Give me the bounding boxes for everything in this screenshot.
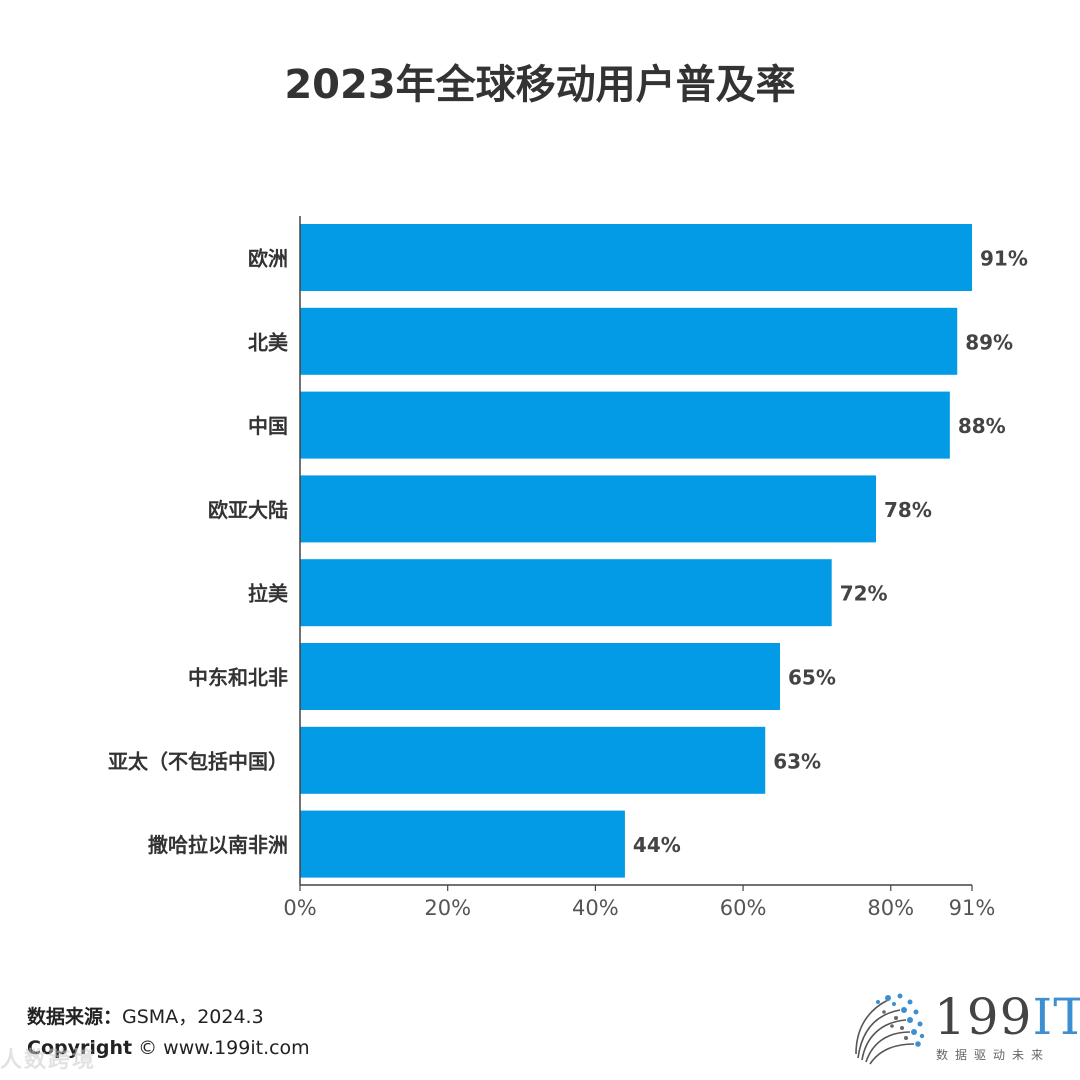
x-tick-label: 91% [949, 896, 996, 920]
x-tick-label: 20% [424, 896, 471, 920]
copyright-label: Copyright [27, 1037, 133, 1059]
logo-name-accent: IT [1032, 988, 1080, 1046]
category-label: 中东和北非 [188, 666, 288, 690]
category-label: 拉美 [248, 582, 289, 606]
watermark: 人数跨境 [0, 1048, 97, 1073]
copyright-value: © www.199it.com [138, 1037, 310, 1059]
data-label: 88% [958, 414, 1006, 438]
data-source: 数据来源：GSMA，2024.3 [27, 1002, 264, 1029]
x-tick-label: 80% [867, 896, 914, 920]
category-label: 欧洲 [248, 247, 288, 271]
bar [300, 224, 972, 291]
logo-dots-icon [855, 993, 925, 1065]
x-tick-label: 60% [720, 896, 767, 920]
data-label: 72% [840, 582, 888, 606]
bar [300, 391, 950, 459]
logo-199it: 199IT 数据驱动未来 [848, 988, 1080, 1068]
data-label: 91% [980, 247, 1028, 271]
bars-layer: 欧洲 91% 北美 89% 中国 88% 欧亚大陆 78% 拉美 72% 中东和北非 65% 亚太（不包… [108, 224, 1028, 878]
logo-tagline: 数据驱动未来 [936, 1048, 1051, 1062]
data-label: 44% [633, 833, 681, 857]
logo-name: 199 [934, 988, 1033, 1046]
copyright: Copyright © www.199it.com [27, 1037, 310, 1059]
bar [300, 643, 780, 710]
bar [300, 559, 832, 627]
category-label: 撒哈拉以南非洲 [148, 833, 288, 857]
data-label: 89% [965, 330, 1013, 354]
source-value: GSMA，2024.3 [122, 1006, 264, 1028]
axis-layer: 0% 20% 40% 60% 80% 91% [283, 216, 995, 920]
data-label: 65% [788, 666, 836, 690]
bar [300, 475, 876, 543]
bar [300, 726, 766, 794]
source-label: 数据来源： [27, 1006, 123, 1028]
bar-chart: 欧洲 91% 北美 89% 中国 88% 欧亚大陆 78% 拉美 72% 中东和北非 65% 亚太（不包… [108, 216, 1028, 920]
data-label: 63% [773, 749, 821, 773]
category-label: 北美 [248, 330, 289, 354]
category-label: 欧亚大陆 [208, 498, 288, 522]
x-tick-label: 40% [572, 896, 619, 920]
logo-wordmark: 199IT [934, 988, 1080, 1046]
data-label: 78% [884, 498, 932, 522]
bar [300, 307, 958, 375]
x-tick-label: 0% [283, 896, 316, 920]
category-label: 中国 [248, 414, 288, 438]
bar [300, 810, 625, 878]
category-label: 亚太（不包括中国） [108, 749, 288, 773]
chart-title: 2023年全球移动用户普及率 [284, 62, 796, 108]
